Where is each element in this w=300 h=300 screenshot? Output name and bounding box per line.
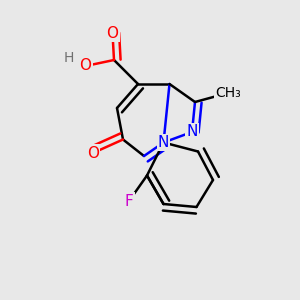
Text: H: H (64, 52, 74, 65)
Text: CH₃: CH₃ (215, 86, 241, 100)
Text: O: O (87, 146, 99, 160)
Text: O: O (80, 58, 92, 74)
Text: F: F (124, 194, 134, 208)
Text: N: N (186, 124, 198, 140)
Text: N: N (158, 135, 169, 150)
Text: O: O (106, 26, 119, 40)
